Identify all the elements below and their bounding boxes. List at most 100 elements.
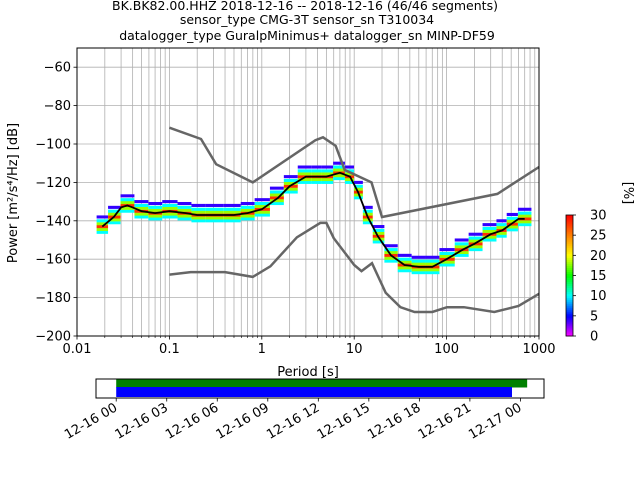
colorbar-tick-label: 25 — [590, 229, 607, 244]
heatmap-cell — [120, 198, 135, 202]
heatmap-cell — [468, 236, 483, 240]
heatmap-cell — [223, 207, 241, 211]
colorbar-band — [566, 225, 573, 228]
heatmap-cell — [496, 219, 507, 223]
heatmap-cell — [482, 226, 497, 231]
heatmap-cell — [177, 217, 192, 221]
heatmap-cell — [496, 223, 507, 227]
heatmap-cell — [344, 177, 354, 182]
heatmap-cell — [162, 203, 178, 207]
mode-line — [101, 171, 525, 268]
colorbar-band — [566, 259, 573, 262]
heatmap-cell — [506, 212, 518, 216]
heatmap-cell — [333, 165, 345, 169]
colorbar-band — [566, 283, 573, 287]
heatmap-cell — [425, 262, 440, 266]
heatmap-cell — [362, 218, 373, 222]
heatmap-cell — [439, 263, 455, 267]
heatmap-cell — [108, 221, 121, 225]
heatmap-cell — [148, 214, 163, 218]
heatmap-cell — [517, 207, 532, 211]
heatmap-cell — [506, 228, 518, 232]
colorbar-tick-label: 0 — [590, 330, 598, 345]
heatmap-cell — [223, 216, 241, 220]
grid-minor — [104, 48, 536, 336]
colorbar-band — [566, 305, 573, 309]
heatmap-cell — [321, 169, 334, 173]
heatmap-cell — [240, 201, 255, 206]
heatmap-cell — [148, 217, 163, 221]
coverage-bar — [116, 379, 528, 388]
heatmap-cell — [269, 186, 284, 190]
colorbar-band — [566, 255, 573, 258]
colorbar-band — [566, 279, 573, 283]
heatmap-cell — [177, 201, 192, 206]
coverage-bar — [116, 387, 513, 397]
heatmap-cell — [148, 208, 163, 212]
heatmap-cell — [439, 254, 455, 258]
colorbar-band — [566, 235, 573, 238]
heatmap-cell — [134, 212, 149, 216]
heatmap-cell — [205, 203, 224, 207]
heatmap-cell — [96, 219, 109, 223]
colorbar-band — [566, 249, 573, 252]
coverage-tick-label: 12-16 15 — [315, 400, 373, 442]
high-noise-model-line — [168, 126, 540, 219]
heatmap-cell — [454, 253, 469, 257]
colorbar-band — [566, 333, 573, 337]
heatmap-cell — [311, 169, 322, 173]
heatmap-cell — [269, 190, 284, 194]
heatmap-cell — [506, 216, 518, 220]
heatmap-cell — [482, 235, 497, 239]
colorbar-band — [566, 315, 573, 319]
heatmap-cell — [384, 259, 398, 263]
heatmap-cell — [344, 165, 354, 169]
colorbar-band — [566, 327, 573, 331]
coverage-tick-label: 12-16 03 — [113, 400, 171, 442]
colorbar-ticks: 0 5 10 15 20 25 30 — [573, 209, 607, 345]
heatmap-cell — [333, 168, 345, 172]
heatmap-cell — [96, 230, 109, 234]
heatmap-cell — [297, 169, 312, 173]
heatmap-cell — [344, 172, 354, 176]
heatmap-cell — [353, 196, 363, 200]
heatmap-cell — [177, 208, 192, 212]
colorbar-band — [566, 247, 573, 250]
heatmap-cell — [240, 217, 255, 221]
colorbar-band — [566, 301, 573, 305]
heatmap-cell — [496, 234, 507, 238]
low-noise-model-line — [169, 221, 540, 314]
heatmap-cell — [283, 187, 298, 191]
heatmap-cell — [454, 250, 469, 255]
heatmap-cell — [397, 260, 412, 264]
coverage-tick-label: 12-16 06 — [163, 400, 221, 442]
heatmap-cell — [311, 172, 322, 176]
colorbar-tick-label: 5 — [590, 309, 598, 324]
heatmap-cell — [372, 240, 385, 244]
colorbar-tick-label: 30 — [590, 209, 607, 224]
colorbar-band — [566, 257, 573, 260]
colorbar-band — [566, 295, 573, 299]
heatmap-cell — [397, 253, 412, 257]
heatmap-cell — [177, 205, 192, 209]
colorbar-band — [566, 275, 573, 279]
heatmap-cell — [384, 248, 398, 252]
heatmap-cell — [134, 206, 149, 210]
colorbar-band — [566, 233, 573, 236]
heatmap-cell — [411, 255, 426, 259]
heatmap-cell — [321, 165, 334, 169]
coverage-tick-label: 12-16 00 — [62, 400, 120, 442]
colorbar-band — [566, 239, 573, 242]
heatmap-cell — [205, 207, 224, 211]
colorbar-band — [566, 263, 573, 266]
heatmap-cell — [240, 208, 255, 212]
colorbar-gradient — [566, 215, 573, 337]
heatmap-cell — [321, 180, 334, 184]
heatmap-cell — [411, 268, 426, 272]
colorbar-band — [566, 277, 573, 281]
heatmap-cell — [191, 219, 206, 223]
heatmap-cell — [468, 232, 483, 236]
x-axis-ticks: 0.01 0.1 1 10 100 1000 — [63, 336, 556, 357]
heatmap-cell — [439, 248, 455, 252]
